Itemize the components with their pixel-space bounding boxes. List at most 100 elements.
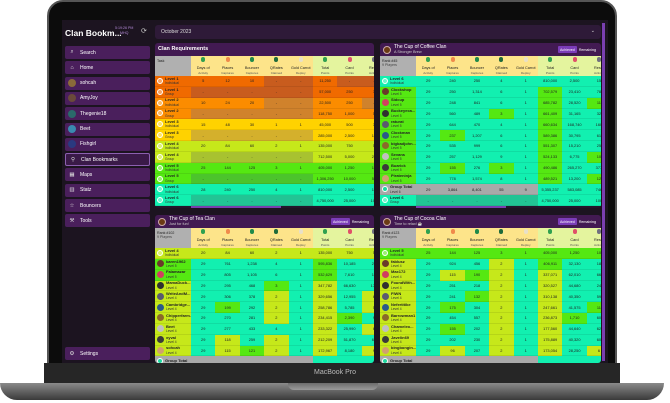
table-cell: 118 <box>215 334 240 346</box>
task-label: Level 1 Group <box>165 87 179 96</box>
table-cell: 589,386 <box>537 130 563 142</box>
avatar <box>382 120 389 128</box>
column-header[interactable]: Bouncer Captures <box>239 228 265 248</box>
column-header[interactable]: Places Captures <box>215 56 240 76</box>
achieved-toggle[interactable]: Achieved <box>558 218 577 225</box>
remaining-toggle[interactable]: Remaining <box>578 47 596 52</box>
column-header[interactable]: Days of Activity <box>191 228 216 248</box>
table-cell: 2 <box>489 269 514 281</box>
column-header[interactable]: ResetActivity <box>361 228 374 248</box>
member-level: Level 4 <box>391 339 402 344</box>
star-icon: ☆ <box>69 202 75 209</box>
refresh-icon[interactable]: ⟳ <box>141 28 147 35</box>
vertical-scrollbar[interactable] <box>602 23 605 361</box>
table-cell: 1 <box>513 291 538 303</box>
clan-rank: Rank #45 <box>382 59 398 63</box>
achieved-toggle[interactable]: Achieved <box>558 46 577 53</box>
month-selector[interactable]: October 2023 ⌄ <box>155 25 601 39</box>
sidebar-item-settings[interactable]: ⚙ Settings <box>65 347 150 360</box>
column-header[interactable]: QRates Claimed <box>264 56 289 76</box>
table-cell: 1 <box>513 323 538 335</box>
task-cell: Level 5 Group <box>155 174 191 185</box>
column-header[interactable]: Places Captures <box>440 56 465 76</box>
column-header[interactable]: Places Captures <box>215 228 240 248</box>
table-cell: 3 <box>361 86 374 98</box>
app-screen: Clan Bookm... 5:19:26 PM MHQ ⟳ ⌕ Search ⌂ H… <box>62 20 608 363</box>
column-header[interactable]: Total Points <box>312 228 338 248</box>
table-cell: 25,000 <box>337 195 362 207</box>
column-header[interactable]: Card Points <box>562 56 587 76</box>
sidebar-item-beet[interactable]: Beet <box>65 122 150 136</box>
column-header[interactable]: Gold Carrot Deploy <box>513 56 538 76</box>
column-header[interactable]: Days of Activity <box>416 228 441 248</box>
column-header[interactable]: Bouncer Captures <box>464 228 490 248</box>
column-label: Places <box>446 66 459 71</box>
column-header[interactable]: Days of Activity <box>416 56 441 76</box>
task-cell: Chameleo... Level 4 <box>380 324 416 335</box>
table-cell: 78 <box>586 86 601 98</box>
table-cell: 810,000 <box>537 76 563 87</box>
column-header[interactable]: QRates Claimed <box>264 228 289 248</box>
column-header[interactable]: Days of Activity <box>191 56 216 76</box>
task-label: WriteAndM... Level 4 <box>166 291 190 300</box>
table-cell: - <box>264 86 289 98</box>
sidebar-item-label: Bouncers <box>80 202 102 209</box>
column-header[interactable]: Gold Carrot Deploy <box>513 228 538 248</box>
laptop-base <box>0 383 664 400</box>
level-name: Level 3 <box>165 129 179 135</box>
sidebar-item-fishgirl[interactable]: Fishgirl <box>65 137 150 151</box>
column-header[interactable]: Bouncer Captures <box>239 56 265 76</box>
sidebar-item-statz[interactable]: ▥ Statz <box>65 183 150 197</box>
sidebar-item-amyjoy[interactable]: AmyJoy <box>65 91 150 105</box>
table-cell: 5,355,237 <box>537 184 563 196</box>
level-type: Individual <box>165 124 179 129</box>
column-header[interactable]: Total Points <box>537 228 563 248</box>
task-label: Level 2 Individual <box>165 98 179 107</box>
table-cell: 84 <box>215 248 240 259</box>
sidebar-item-home[interactable]: ⌂ Home <box>65 61 150 75</box>
column-header[interactable]: ResetActivity <box>586 228 601 248</box>
table-cell: 685,782 <box>537 97 563 109</box>
column-sublabel: Activity <box>198 242 209 247</box>
level-icon <box>157 110 163 117</box>
column-header-first: Task <box>155 56 191 76</box>
table-cell: 258,786 <box>312 302 338 314</box>
table-cell: 2,500 <box>337 130 362 142</box>
column-header[interactable]: Total Points <box>312 56 338 76</box>
column-header[interactable]: Gold Carrot Deploy <box>288 56 313 76</box>
column-header[interactable]: ResetActivity <box>586 56 601 76</box>
table-cell: 1 <box>288 302 313 314</box>
table-cell: - <box>264 108 289 120</box>
column-header[interactable]: Total Points <box>537 56 563 76</box>
task-label: Level 5 Individual <box>165 163 179 172</box>
column-header[interactable]: Card Points <box>337 56 362 76</box>
column-icon <box>596 229 601 234</box>
sidebar-item-sohcah[interactable]: sohcah <box>65 76 150 90</box>
column-header[interactable]: Bouncer Captures <box>464 56 490 76</box>
remaining-toggle[interactable]: Remaining <box>578 219 596 224</box>
horizontal-scrollbar[interactable] <box>191 206 281 208</box>
column-header[interactable]: QRates Claimed <box>489 56 514 76</box>
sidebar-item-thegenie18[interactable]: Thegenie18 <box>65 107 150 121</box>
sidebar-item-tools[interactable]: ⚒ Tools <box>65 214 150 228</box>
column-header[interactable]: QRates Claimed <box>489 228 514 248</box>
remaining-toggle[interactable]: Remaining <box>351 219 369 224</box>
clan-name: The Cup of Coffee Clan <box>394 43 447 50</box>
column-header[interactable]: ResetActivity <box>361 56 374 76</box>
column-header[interactable]: Gold Carrot Deploy <box>288 228 313 248</box>
sidebar-item-maps[interactable]: ▦ Maps <box>65 168 150 182</box>
table-cell: 6 <box>489 141 514 152</box>
column-header[interactable]: Places Captures <box>440 228 465 248</box>
horizontal-scrollbar[interactable] <box>416 206 506 208</box>
table-cell: 4 <box>489 119 514 131</box>
home-icon: ⌂ <box>70 64 74 71</box>
avatar <box>382 347 389 355</box>
sidebar-item-bouncers[interactable]: ☆ Bouncers <box>65 199 150 212</box>
sidebar-item-clan-bookmarks[interactable]: ⚲ Clan Bookmarks <box>65 153 150 167</box>
sidebar-item-search[interactable]: ⌕ Search <box>65 46 150 59</box>
column-header[interactable]: Card Points <box>337 228 362 248</box>
panel-header: The Cup of Tea Clan Just for fun! Achieved… <box>155 215 374 228</box>
column-header[interactable]: Card Points <box>562 228 587 248</box>
achieved-toggle[interactable]: Achieved <box>331 218 350 225</box>
table-cell: 236,873 <box>537 313 563 324</box>
